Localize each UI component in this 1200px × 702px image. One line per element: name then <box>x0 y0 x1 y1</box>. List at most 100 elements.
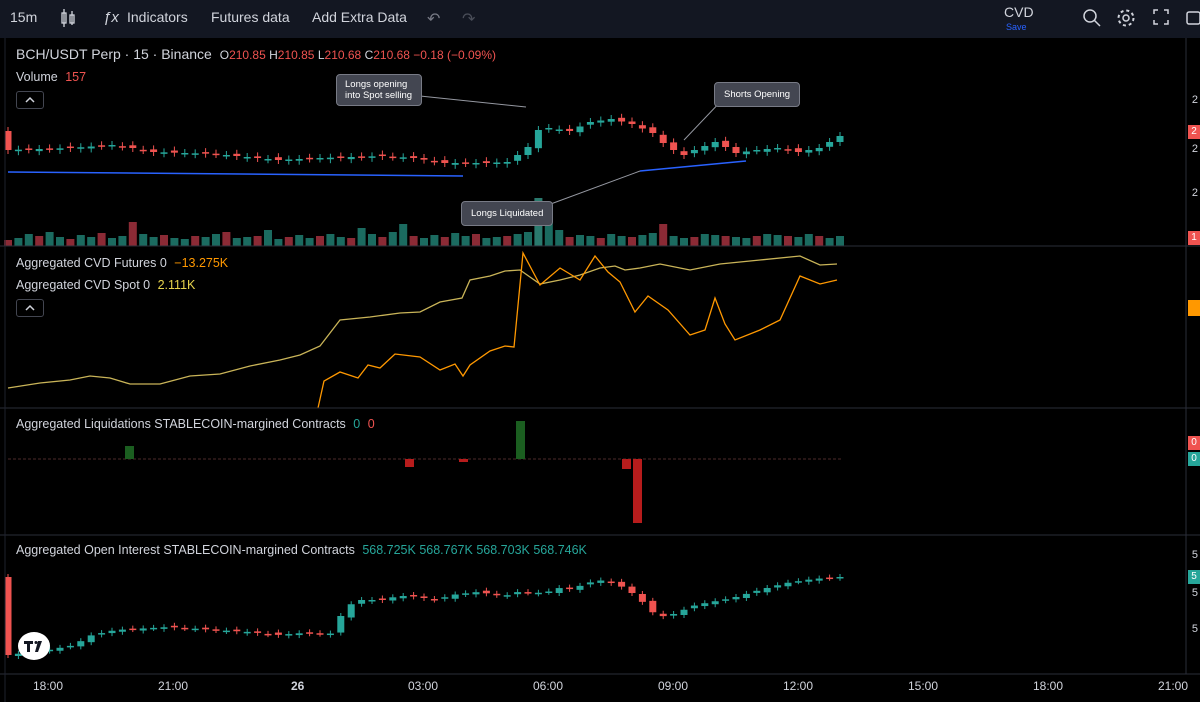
price-badge: 2 <box>1188 125 1200 139</box>
tradingview-logo[interactable] <box>18 632 50 660</box>
price-candle <box>129 141 137 152</box>
volume-bar <box>180 239 189 246</box>
oi-candle <box>139 625 147 634</box>
cvd-badge <box>1188 300 1200 316</box>
price-candle <box>160 148 168 158</box>
price-candle <box>295 155 303 165</box>
liquidation-bar <box>125 446 134 459</box>
price-candle <box>4 127 12 154</box>
price-candle <box>462 158 470 167</box>
symbol-title[interactable]: BCH/USDT Perp · 15 · Binance <box>16 46 212 62</box>
oi-candle <box>555 585 563 596</box>
oi-candle <box>722 596 730 604</box>
volume-bar <box>24 234 33 246</box>
oi-value-2: 568.767K <box>419 543 473 557</box>
cvd-spot-label: Aggregated CVD Spot 0 <box>16 278 151 292</box>
oi-candle <box>389 594 397 604</box>
oi-candle <box>566 584 574 592</box>
price-candle <box>555 125 563 134</box>
oi-candle <box>170 622 178 631</box>
chart-canvas[interactable] <box>0 38 1200 702</box>
oi-candle <box>243 628 251 636</box>
futures-data-button[interactable]: Futures data <box>211 9 290 25</box>
volume-bar <box>451 233 460 246</box>
candle-type-icon[interactable] <box>60 8 76 33</box>
trendlines <box>7 95 747 206</box>
snapshot-icon[interactable] <box>1186 8 1200 33</box>
oi-candle <box>337 613 345 636</box>
oi-candle <box>358 597 366 607</box>
price-candle <box>514 151 522 165</box>
price-candle <box>181 149 189 158</box>
volume-bar <box>409 236 418 246</box>
price-candle <box>722 136 730 151</box>
interval-button[interactable]: 15m <box>10 9 38 25</box>
time-label-1800: 18:00 <box>33 679 64 693</box>
oi-candle <box>316 630 324 637</box>
volume-bar <box>160 235 168 246</box>
price-candle <box>170 146 178 157</box>
volume-bar <box>607 234 616 246</box>
add-extra-data-button[interactable]: Add Extra Data <box>312 9 407 25</box>
settings-gear-icon[interactable] <box>1116 8 1136 33</box>
liquidations-long-value: 0 <box>353 417 361 431</box>
fx-icon[interactable]: ƒx <box>103 9 119 26</box>
redo-icon[interactable]: ↷ <box>462 11 476 28</box>
price-candle <box>774 144 782 153</box>
time-label-0300: 03:00 <box>408 679 439 693</box>
collapse-legend-button[interactable] <box>16 91 44 109</box>
fullscreen-icon[interactable] <box>1152 8 1170 31</box>
price-candle <box>534 126 542 153</box>
undo-icon[interactable]: ↶ <box>427 11 441 28</box>
volume-bar <box>648 233 657 246</box>
layout-name[interactable]: CVD <box>1004 4 1034 20</box>
price-candle <box>212 149 220 158</box>
annotation-shorts-opening[interactable]: Shorts Opening <box>714 82 801 107</box>
liquidation-bar <box>622 459 631 469</box>
price-candle <box>784 145 792 154</box>
annotation-longs-liquidated[interactable]: Longs Liquidated <box>461 201 554 226</box>
price-candle <box>77 143 85 153</box>
volume-bar <box>576 235 584 246</box>
liquidations-legend: Aggregated Liquidations STABLECOIN-margi… <box>16 417 375 431</box>
price-candle <box>805 146 813 157</box>
volume-bar <box>565 237 574 246</box>
oi-candle <box>191 625 199 633</box>
oi-candle <box>295 630 303 639</box>
oi-candle <box>545 588 553 595</box>
cvd-spot-legend: Aggregated CVD Spot 0 2.111K <box>16 278 195 292</box>
oi-candle <box>181 624 189 632</box>
volume-value: 157 <box>65 70 87 84</box>
price-candle <box>836 132 844 146</box>
oi-candle <box>576 582 584 593</box>
price-candle <box>264 155 272 164</box>
oi-candle <box>586 579 594 588</box>
volume-bar <box>732 237 740 246</box>
quick-search-icon[interactable] <box>1082 8 1102 33</box>
open-label: O <box>219 48 230 62</box>
annotation-longs-opening[interactable]: Longs opening into Spot selling <box>336 74 422 106</box>
volume-bar <box>149 237 158 246</box>
price-candle <box>659 130 667 147</box>
price-candle <box>347 153 355 164</box>
volume-bar <box>482 238 491 246</box>
oi-candle <box>680 606 688 618</box>
collapse-cvd-legend-button[interactable] <box>16 299 44 317</box>
volume-bar <box>191 236 200 246</box>
oi-candle <box>638 591 646 605</box>
oi-candle <box>368 597 376 604</box>
indicators-button[interactable]: Indicators <box>127 9 188 25</box>
price-candle <box>826 138 834 151</box>
support-trendline-2 <box>639 160 747 172</box>
volume-bar <box>794 237 803 246</box>
oi-candle <box>98 630 106 638</box>
volume-bar <box>596 238 605 246</box>
oi-candle <box>4 574 12 658</box>
cvd-futures-label: Aggregated CVD Futures 0 <box>16 256 167 270</box>
oi-candle <box>233 626 241 635</box>
save-label[interactable]: Save <box>1006 22 1027 32</box>
price-candle <box>399 153 407 162</box>
chevron-up-icon <box>25 96 35 103</box>
liquidations-short-value: 0 <box>367 417 375 431</box>
price-candle <box>118 142 126 151</box>
